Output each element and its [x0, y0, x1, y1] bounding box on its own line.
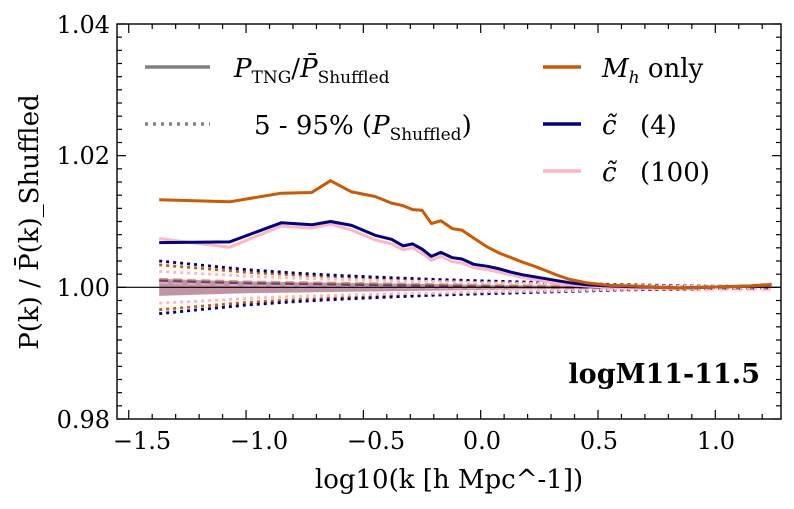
x-tick-label: 1.0 — [697, 427, 735, 455]
legend-label-c4: c̃ (4) — [602, 111, 677, 141]
legend-label-percentile: 5 - 95% (PShuffled) — [254, 111, 472, 145]
x-axis-label: log10(k [h Mpc^-1]) — [315, 465, 583, 495]
band-inner-dashed — [159, 279, 772, 290]
x-tick-label: 0.0 — [463, 427, 501, 455]
x-tick-label: −0.5 — [347, 427, 405, 455]
x-tick-label: 0.5 — [580, 427, 618, 455]
band-inner-dashed — [159, 277, 772, 288]
x-tick-label: −1.5 — [113, 427, 171, 455]
legend-label-mh: Mh only — [601, 54, 704, 88]
y-tick-label: 1.04 — [57, 11, 110, 39]
x-tick-labels: −1.5 −1.0 −0.5 0.0 0.5 1.0 — [113, 427, 735, 455]
y-tick-labels: 0.98 1.00 1.02 1.04 — [57, 11, 110, 434]
legend: PTNG/P̄Shuffled 5 - 95% (PShuffled) Mh o… — [145, 52, 710, 188]
y-tick-label: 1.00 — [57, 274, 110, 302]
y-tick-label: 1.02 — [57, 142, 110, 170]
x-tick-label: −1.0 — [230, 427, 288, 455]
mass-bin-annotation: logM11-11.5 — [568, 359, 760, 390]
y-axis-label: P(k) / P̄(k)_Shuffled — [13, 94, 45, 349]
series-line-mh — [159, 179, 772, 290]
plot-area — [117, 179, 781, 316]
band-inner-dashed — [159, 281, 772, 292]
legend-label-c100: c̃ (100) — [602, 158, 710, 188]
legend-label-tng-ratio: PTNG/P̄Shuffled — [233, 52, 390, 88]
axis-ticks — [117, 23, 781, 420]
y-tick-label: 0.98 — [57, 406, 110, 434]
